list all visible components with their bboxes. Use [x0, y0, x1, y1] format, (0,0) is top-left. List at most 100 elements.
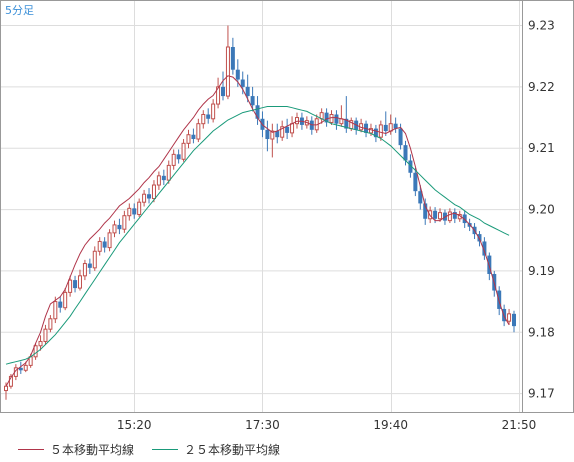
candle-body-45 — [225, 46, 230, 97]
y-tick-label-5: 9.22 — [528, 80, 555, 94]
candle-body-67 — [334, 114, 339, 124]
candle-body-80 — [398, 128, 403, 146]
candle-body-84 — [418, 191, 423, 204]
candle-body-82 — [408, 160, 413, 173]
candle-body-85 — [423, 203, 428, 219]
candle-body-12 — [63, 291, 68, 309]
candle-body-21 — [107, 232, 112, 249]
candle-body-96 — [477, 234, 482, 242]
candle-body-83 — [413, 172, 418, 192]
y-tick-label-6: 9.23 — [528, 19, 555, 33]
candle-body-31 — [156, 175, 161, 186]
candle-body-13 — [68, 279, 73, 293]
candle-body-88 — [438, 212, 443, 220]
candle-body-102 — [507, 313, 512, 322]
candle-body-23 — [117, 224, 122, 230]
candle-body-87 — [433, 210, 438, 219]
candle-body-54 — [270, 130, 275, 140]
candle-body-14 — [73, 280, 78, 289]
candle-body-25 — [127, 207, 132, 217]
candle-body-10 — [53, 301, 58, 320]
candle-body-65 — [324, 112, 329, 123]
x-tick-label-0: 15:20 — [117, 418, 152, 432]
candle-body-49 — [245, 86, 250, 97]
candle-body-81 — [403, 145, 408, 161]
candle-body-7 — [38, 340, 43, 347]
candle-body-42 — [211, 103, 216, 120]
candle-body-0 — [4, 385, 8, 392]
legend-swatch-ma5 — [18, 449, 44, 450]
chart-canvas: 9.17 9.18 9.19 9.20 9.21 9.22 9.23 15:20 17:30 19… — [0, 0, 574, 436]
legend-item-ma5: ５本移動平均線 — [18, 441, 134, 458]
candle-body-19 — [97, 240, 102, 252]
candle-body-50 — [250, 96, 255, 106]
legend-label-ma5: ５本移動平均線 — [50, 443, 135, 457]
x-tick-label-2: 19:40 — [373, 418, 408, 432]
candle-body-55 — [275, 131, 280, 138]
candle-body-59 — [294, 117, 299, 125]
y-tick-label-4: 9.21 — [528, 141, 555, 155]
candle-body-15 — [77, 275, 82, 289]
candle-body-75 — [373, 128, 378, 138]
legend-label-ma25: ２５本移動平均線 — [184, 443, 281, 457]
candle-body-11 — [58, 301, 63, 308]
candle-body-77 — [383, 124, 388, 132]
legend-item-ma25: ２５本移動平均線 — [152, 441, 280, 458]
candle-body-40 — [201, 113, 206, 125]
candle-body-37 — [186, 134, 191, 144]
candle-body-4 — [23, 364, 28, 371]
candle-body-28 — [142, 193, 147, 203]
candle-body-46 — [230, 47, 235, 70]
candle-body-56 — [280, 126, 285, 138]
candle-body-5 — [28, 356, 33, 366]
candle-body-29 — [147, 194, 152, 199]
legend-swatch-ma25 — [152, 449, 178, 450]
ma5-line — [5, 75, 510, 387]
candle-body-51 — [255, 105, 260, 119]
candle-body-38 — [191, 134, 196, 140]
candle-body-27 — [137, 201, 142, 215]
y-tick-label-3: 9.20 — [528, 203, 555, 217]
candle-body-24 — [122, 215, 127, 230]
x-tick-label-1: 17:30 — [245, 418, 280, 432]
candle-body-103 — [512, 313, 516, 327]
y-tick-label-1: 9.18 — [528, 325, 555, 339]
candle-body-30 — [151, 184, 156, 200]
y-tick-label-2: 9.19 — [528, 264, 555, 278]
candle-body-32 — [161, 175, 166, 181]
candle-body-69 — [344, 118, 349, 129]
candle-body-44 — [221, 86, 226, 97]
candle-body-58 — [290, 123, 295, 134]
candle-body-1 — [8, 375, 13, 387]
chart-background — [0, 0, 574, 436]
candle-body-3 — [18, 367, 23, 371]
period-label: 5分足 — [5, 4, 34, 17]
candle-body-8 — [43, 328, 48, 342]
candle-body-35 — [176, 154, 181, 160]
candle-body-66 — [329, 113, 334, 123]
candle-body-57 — [285, 126, 290, 133]
candle-body-26 — [132, 208, 137, 215]
candle-body-53 — [265, 129, 270, 140]
candle-body-6 — [33, 345, 38, 358]
x-tick-label-3: 21:50 — [502, 418, 537, 432]
y-tick-label-0: 9.17 — [528, 387, 555, 401]
candle-body-20 — [102, 241, 107, 248]
candle-body-91 — [452, 212, 457, 219]
candle-body-43 — [216, 86, 221, 105]
candle-body-41 — [206, 114, 211, 119]
candle-body-97 — [482, 241, 487, 256]
candle-body-39 — [196, 123, 201, 140]
candle-body-74 — [368, 128, 373, 134]
candle-body-48 — [240, 79, 245, 87]
ma25-line — [5, 106, 510, 365]
candle-body-34 — [171, 153, 176, 166]
candle-body-16 — [82, 263, 87, 277]
candle-body-22 — [112, 224, 117, 234]
candle-body-36 — [181, 142, 186, 160]
candle-body-9 — [48, 318, 53, 330]
candle-body-33 — [166, 164, 171, 181]
candle-body-79 — [393, 123, 398, 129]
chart-legend: ５本移動平均線 ２５本移動平均線 — [0, 436, 574, 462]
